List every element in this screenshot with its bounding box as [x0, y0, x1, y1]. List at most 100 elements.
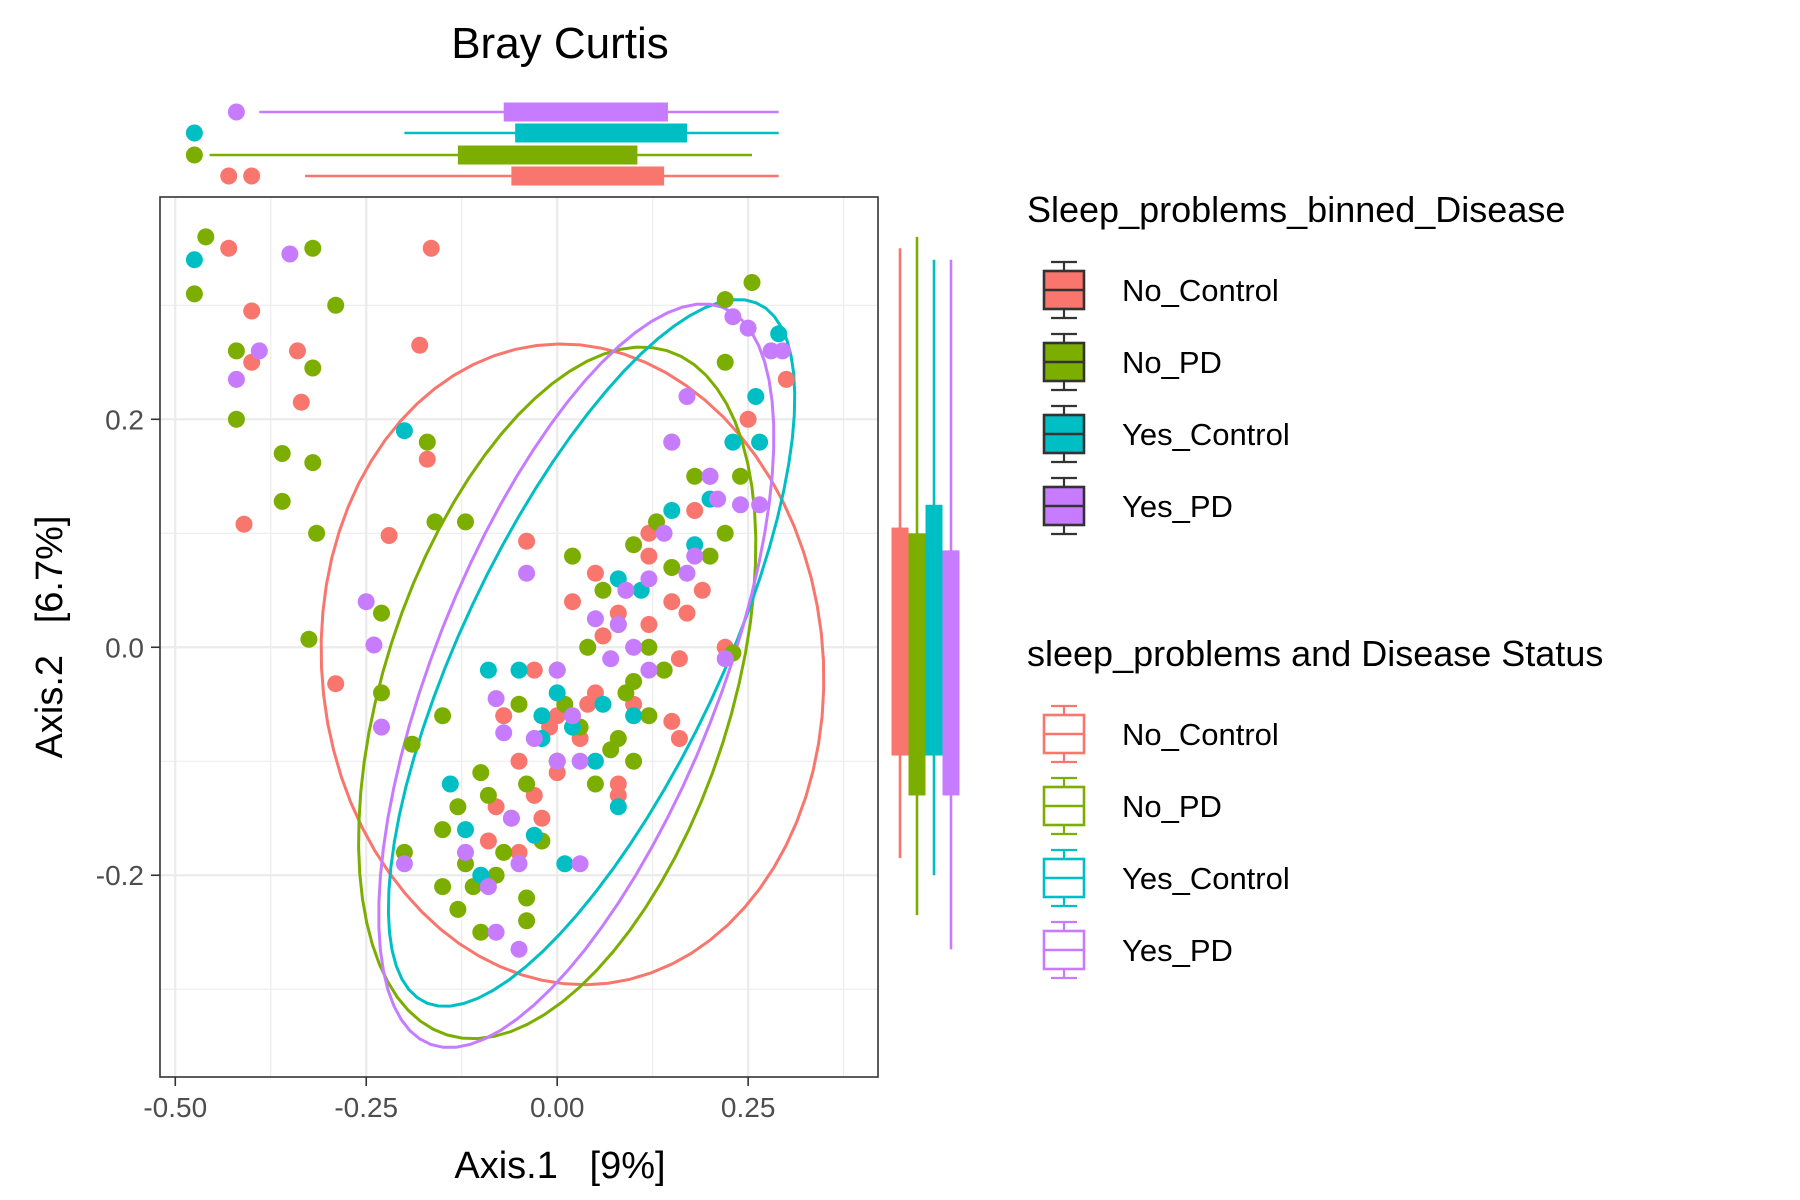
- legend-color-key-yes-control: [1042, 848, 1086, 908]
- point-no-pd: [701, 547, 719, 565]
- point-no-pd: [732, 467, 749, 485]
- point-yes-control: [533, 707, 551, 725]
- right-marginal-boxplots: [891, 236, 960, 950]
- top-outlier-no-control: [220, 167, 238, 185]
- point-no-control: [579, 695, 597, 713]
- point-yes-pd: [365, 636, 383, 654]
- point-no-pd: [273, 492, 291, 510]
- legend-fill-key-yes-pd: [1042, 476, 1086, 536]
- point-no-pd: [403, 735, 421, 753]
- point-no-control: [670, 730, 688, 747]
- point-no-pd: [472, 764, 490, 782]
- legend-fill-key-no-control: [1042, 260, 1086, 320]
- top-box-yes-control: [515, 123, 688, 143]
- point-no-control: [422, 239, 440, 257]
- x-tick-label: -0.50: [143, 1092, 207, 1123]
- point-yes-pd: [357, 593, 375, 611]
- point-yes-pd: [609, 616, 627, 633]
- ellipse-no-pd: [357, 345, 758, 1041]
- y-tick-label: 0.0: [105, 632, 144, 663]
- point-no-pd: [716, 353, 734, 371]
- point-no-pd: [457, 513, 474, 531]
- point-no-pd: [625, 673, 643, 690]
- point-yes-pd: [739, 319, 757, 337]
- point-yes-pd: [479, 878, 497, 896]
- top-outlier-no-pd: [185, 146, 203, 164]
- point-no-control: [670, 650, 688, 668]
- point-no-control: [640, 547, 658, 565]
- point-yes-pd: [457, 843, 474, 861]
- point-no-pd: [327, 296, 345, 314]
- point-no-pd: [579, 638, 597, 656]
- y-axis-ticks: -0.2 0.0 0.2: [96, 404, 160, 891]
- point-no-pd: [426, 513, 444, 531]
- point-no-pd: [300, 630, 318, 648]
- point-yes-pd: [373, 718, 390, 736]
- point-no-control: [418, 450, 436, 468]
- point-yes-pd: [724, 308, 742, 326]
- point-no-pd: [663, 559, 681, 576]
- point-no-pd: [640, 707, 658, 725]
- point-no-pd: [434, 707, 452, 725]
- point-yes-control: [556, 855, 574, 873]
- point-yes-pd: [640, 661, 658, 679]
- legend-fill-label-yes-control: Yes_Control: [1122, 417, 1290, 452]
- ellipse-yes-control: [386, 298, 797, 1008]
- point-no-pd: [418, 433, 436, 451]
- point-yes-control: [663, 502, 681, 519]
- point-no-pd: [373, 604, 390, 622]
- point-no-control: [243, 302, 261, 320]
- legend-fill-label-no-control: No_Control: [1122, 273, 1279, 308]
- point-yes-control: [395, 422, 413, 440]
- point-yes-pd: [709, 490, 727, 508]
- point-no-control: [693, 581, 711, 599]
- point-no-control: [510, 752, 528, 770]
- point-no-control: [292, 393, 310, 411]
- plot-border: [159, 196, 879, 1078]
- point-no-control: [525, 661, 543, 679]
- chart-title: Bray Curtis: [451, 19, 669, 68]
- right-box-no-pd: [908, 533, 926, 796]
- point-yes-control: [609, 798, 627, 816]
- point-no-pd: [510, 695, 528, 713]
- legend-fill: Sleep_problems_binned_Disease No_Control…: [1027, 189, 1565, 536]
- point-no-pd: [185, 285, 203, 303]
- legend-fill-key-yes-control: [1042, 404, 1086, 464]
- legend-fill-title: Sleep_problems_binned_Disease: [1027, 189, 1565, 230]
- point-no-pd: [586, 775, 604, 793]
- point-no-pd: [640, 638, 658, 656]
- point-yes-pd: [678, 564, 696, 582]
- point-yes-control: [548, 684, 566, 702]
- point-no-pd: [564, 547, 581, 565]
- x-tick-label: 0.00: [530, 1092, 585, 1123]
- point-no-control: [411, 336, 429, 354]
- point-no-pd: [197, 228, 215, 246]
- point-yes-control: [625, 707, 643, 725]
- point-no-pd: [304, 454, 322, 472]
- point-no-pd: [518, 912, 536, 930]
- point-yes-pd: [510, 940, 528, 958]
- point-yes-pd: [250, 342, 268, 360]
- point-no-control: [533, 809, 551, 827]
- point-no-pd: [716, 291, 734, 309]
- point-yes-pd: [571, 752, 589, 770]
- point-no-pd: [373, 684, 390, 702]
- legend-color-label-no-pd: No_PD: [1122, 789, 1222, 824]
- point-no-pd: [308, 524, 326, 542]
- point-no-control: [678, 604, 696, 622]
- point-no-control: [289, 342, 306, 360]
- point-yes-pd: [395, 855, 413, 873]
- point-no-pd: [609, 730, 627, 747]
- legend-fill-label-no-pd: No_PD: [1122, 345, 1222, 380]
- point-no-pd: [625, 752, 643, 770]
- point-yes-pd: [525, 730, 543, 747]
- x-tick-label: -0.25: [334, 1092, 398, 1123]
- ellipses: [319, 298, 826, 1049]
- x-axis-ticks: -0.50 -0.25 0.00 0.25: [143, 1077, 775, 1123]
- point-yes-pd: [640, 570, 658, 588]
- legend-fill-key-no-pd: [1042, 332, 1086, 392]
- point-yes-control: [724, 433, 742, 451]
- point-yes-control: [586, 752, 604, 770]
- point-yes-pd: [701, 467, 719, 485]
